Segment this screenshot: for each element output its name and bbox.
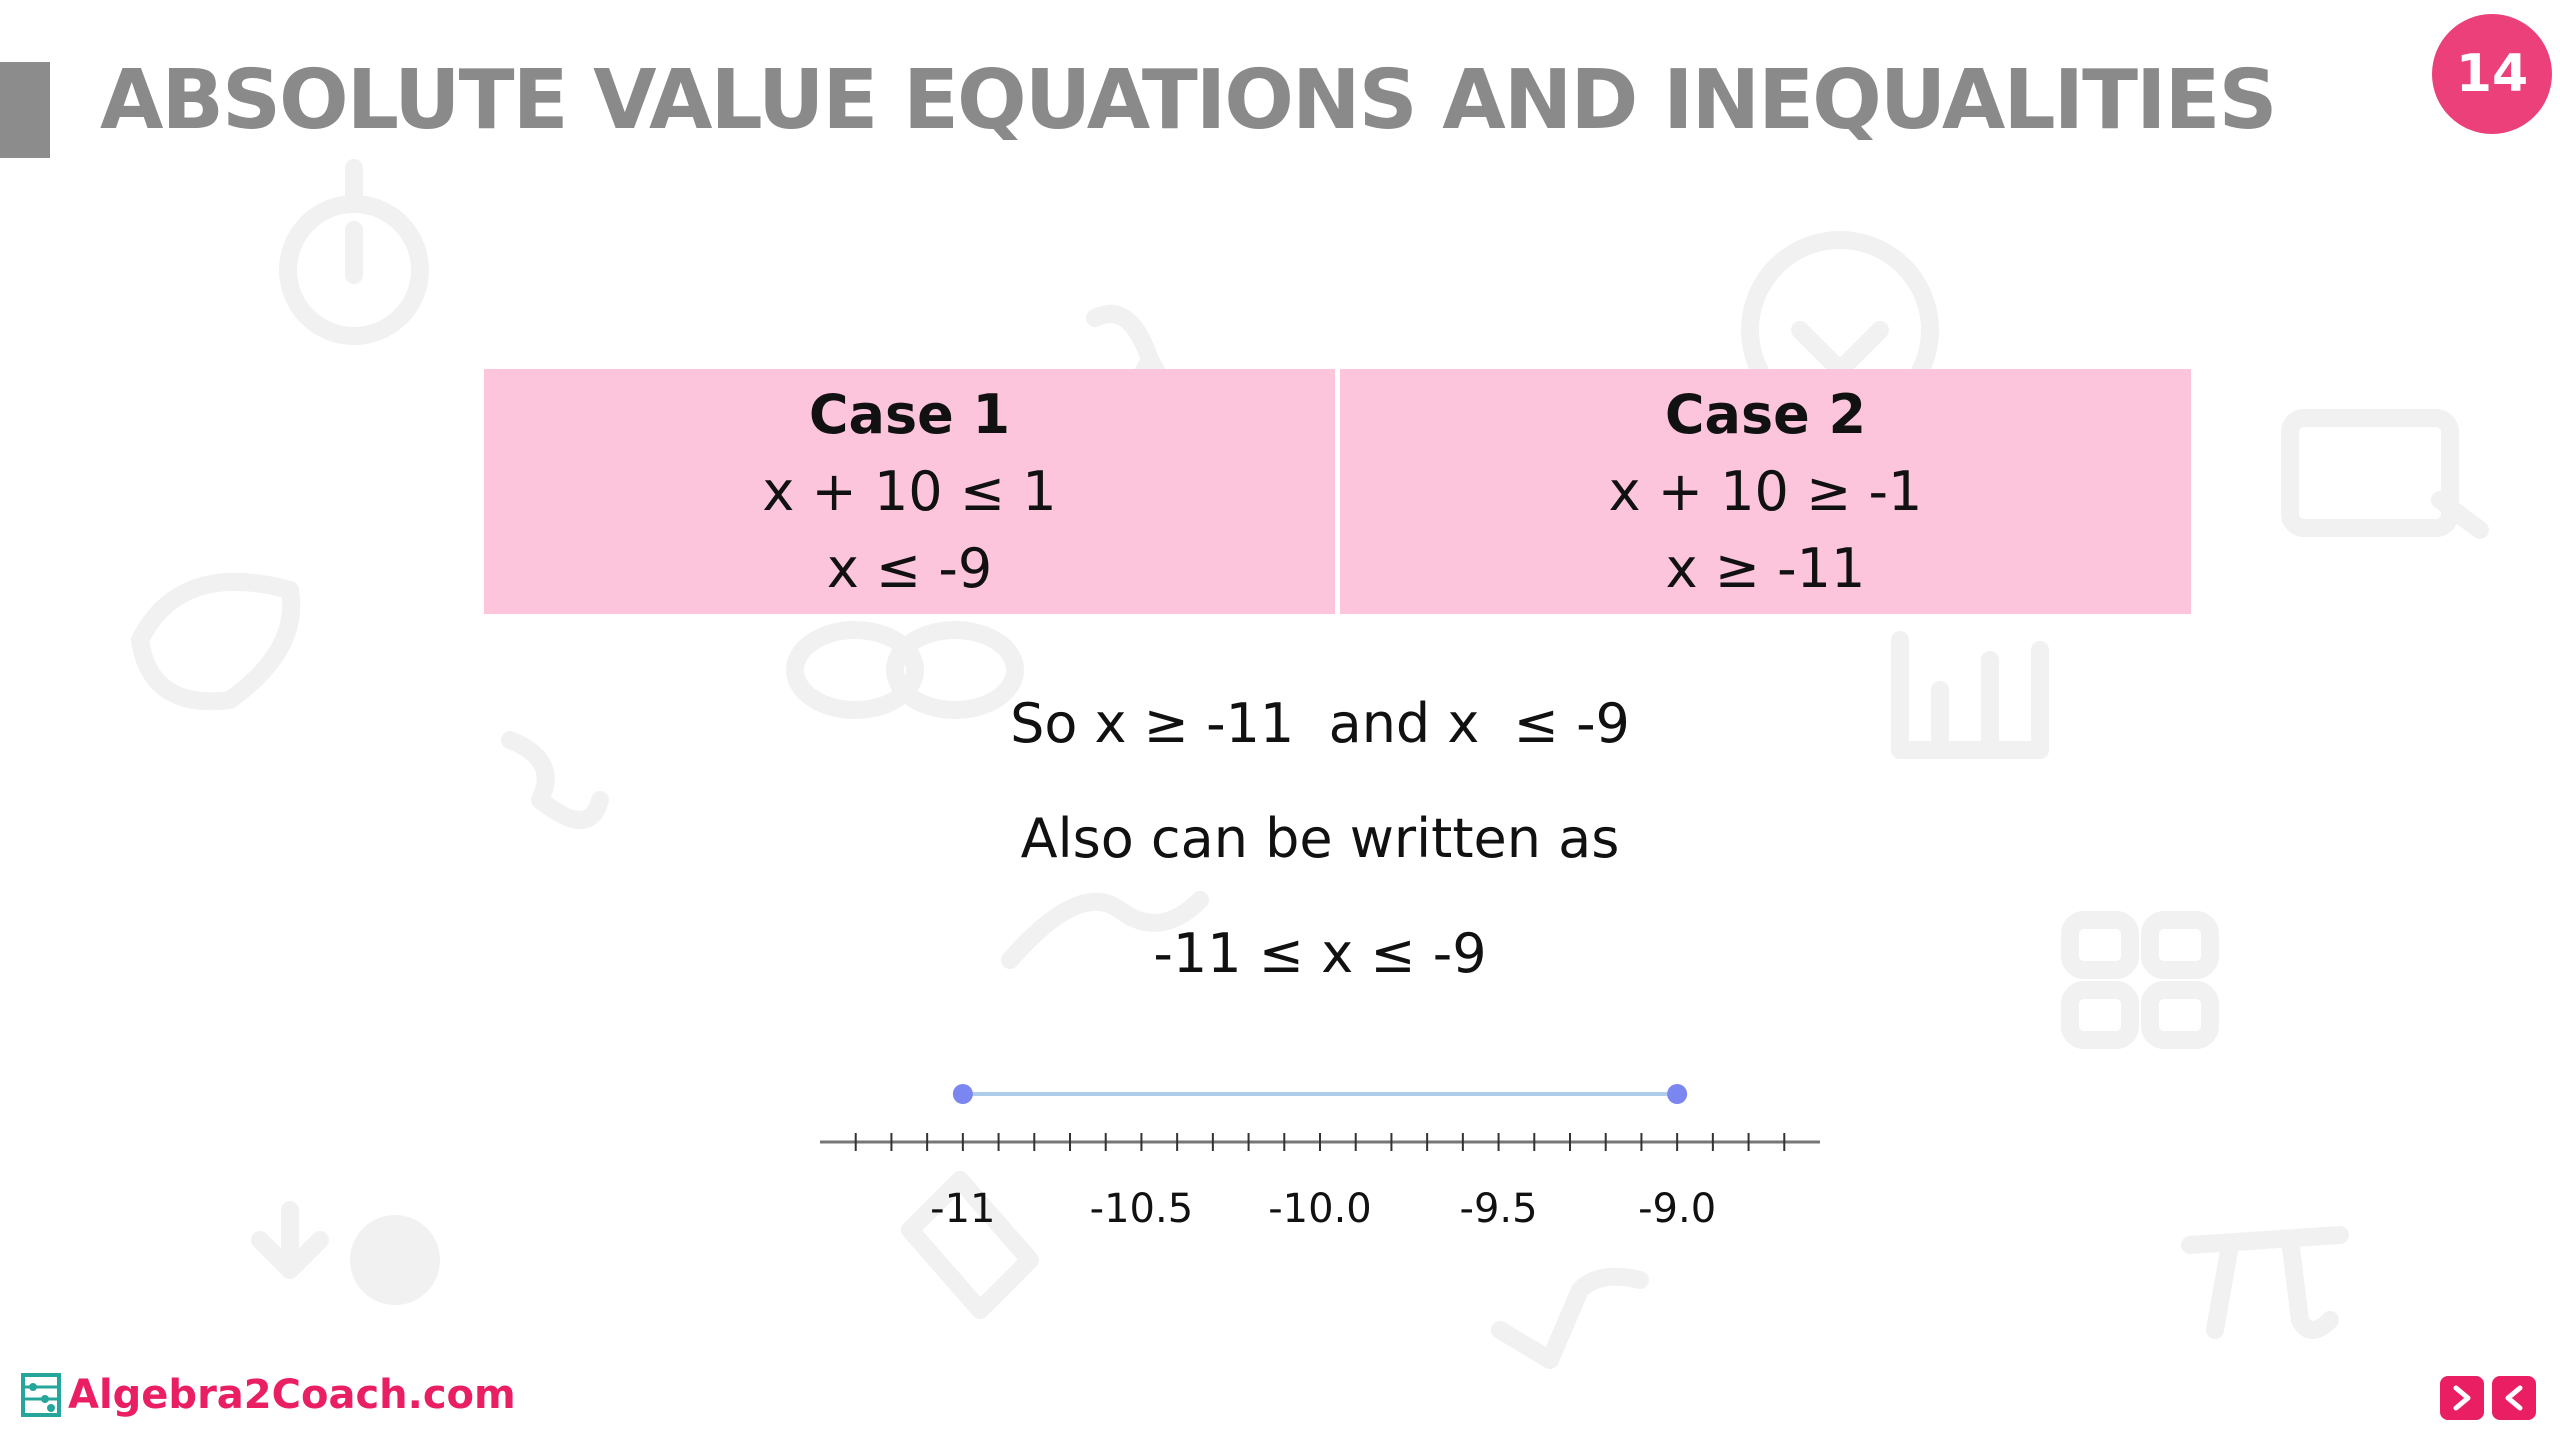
stopwatch-icon xyxy=(279,159,429,345)
number-line-tick-label: -9.5 xyxy=(1460,1186,1538,1232)
shapes-grid-icon xyxy=(2061,911,2219,1049)
slide-navigation xyxy=(2440,1376,2536,1420)
leaf-icon xyxy=(131,572,301,711)
case-2-solution: x ≥ -11 xyxy=(1665,537,1866,600)
combined-statement: So x ≥ -11 and x ≤ -9 xyxy=(1010,692,1630,755)
page-number: 14 xyxy=(2455,44,2529,104)
cases-table: Case 1 x + 10 ≤ 1 x ≤ -9 Case 2 x + 10 ≥… xyxy=(484,369,2191,614)
case-2-title: Case 2 xyxy=(1664,383,1867,446)
case-2-cell: Case 2 x + 10 ≥ -1 x ≥ -11 xyxy=(1340,369,2191,614)
bar-chart-icon xyxy=(1891,631,2049,759)
interval-right-endpoint xyxy=(1667,1084,1688,1104)
also-written-statement: Also can be written as xyxy=(1020,807,1620,870)
case-2-inequality: x + 10 ≥ -1 xyxy=(1608,460,1923,523)
number-line-tick-label: -11 xyxy=(930,1186,995,1232)
case-1-cell: Case 1 x + 10 ≤ 1 x ≤ -9 xyxy=(484,369,1335,614)
calculator-screen-icon xyxy=(2281,409,2489,539)
wave-icon xyxy=(1001,891,1209,969)
number-line-tick-label: -10.5 xyxy=(1090,1186,1194,1232)
next-slide-button[interactable] xyxy=(2440,1376,2484,1420)
title-accent-bar xyxy=(0,62,50,158)
page-number-badge: 14 xyxy=(2432,14,2552,134)
interval-left-endpoint xyxy=(952,1084,973,1104)
brand-text: Algebra2Coach.com xyxy=(68,1372,516,1418)
number-line-tick-label: -9.0 xyxy=(1638,1186,1716,1232)
squiggle-icon xyxy=(501,731,609,829)
check-mark-icon xyxy=(1491,1267,1649,1369)
case-1-title: Case 1 xyxy=(808,383,1011,446)
brand-logo[interactable]: Algebra2Coach.com xyxy=(20,1372,516,1418)
slide-title: ABSOLUTE VALUE EQUATIONS AND INEQUALITIE… xyxy=(100,53,2278,148)
arrow-ball-icon xyxy=(251,1201,440,1305)
number-line-tick-label: -10.0 xyxy=(1268,1186,1372,1232)
next-arrow-icon xyxy=(2453,1385,2471,1411)
compound-inequality: -11 ≤ x ≤ -9 xyxy=(1153,922,1487,985)
infinity-icon xyxy=(786,621,1024,719)
pi-icon xyxy=(2181,1226,2349,1339)
prev-arrow-icon xyxy=(2505,1385,2523,1411)
number-line: -11 -10.5 -10.0 -9.5 -9.0 xyxy=(820,1084,1820,1232)
case-1-solution: x ≤ -9 xyxy=(826,537,993,600)
case-1-inequality: x + 10 ≤ 1 xyxy=(762,460,1057,523)
abacus-icon xyxy=(21,1373,61,1417)
cases-divider xyxy=(1335,369,1340,614)
ruler-icon xyxy=(901,1171,1039,1319)
prev-slide-button[interactable] xyxy=(2492,1376,2536,1420)
